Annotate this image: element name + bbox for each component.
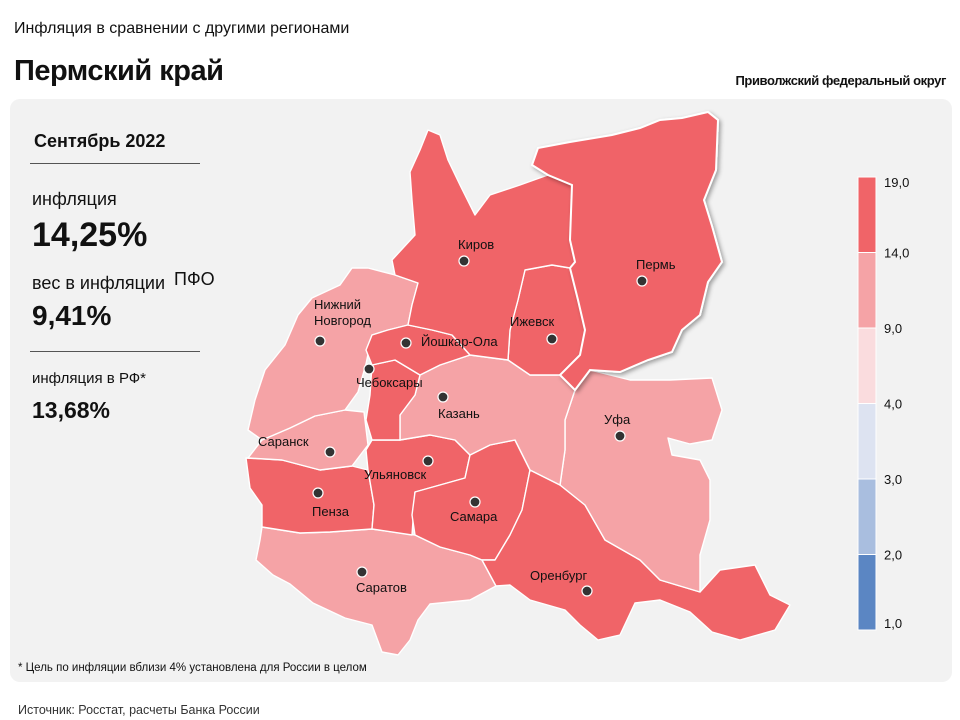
- legend-swatch: [857, 478, 877, 555]
- source-note: Источник: Росстат, расчеты Банка России: [18, 703, 260, 717]
- city-label: Ульяновск: [364, 467, 426, 482]
- city-marker[interactable]: [356, 566, 368, 578]
- district-label: Приволжский федеральный округ: [735, 73, 946, 88]
- city-markers: Киров Пермь Нижний Новгород Ижевск Йошкар-Ола…: [258, 237, 676, 597]
- divider: [30, 351, 200, 352]
- legend-tick-label: 1,0: [884, 616, 902, 631]
- footnote: * Цель по инфляции вблизи 4% установлена…: [18, 662, 367, 674]
- legend-tick-label: 3,0: [884, 472, 902, 487]
- city-label: Нижний Новгород: [314, 297, 371, 328]
- region-penza[interactable]: [245, 457, 375, 534]
- legend-tick-label: 19,0: [884, 175, 909, 190]
- rf-inflation-label: инфляция в РФ*: [32, 370, 147, 387]
- legend-tick-label: 4,0: [884, 397, 902, 412]
- city-marker[interactable]: [614, 430, 626, 442]
- city-marker[interactable]: [422, 455, 434, 467]
- city-label: Саратов: [356, 580, 407, 595]
- city-label: Йошкар-Ола: [421, 334, 498, 349]
- inflation-value: 14,25%: [32, 216, 148, 254]
- city-label: Оренбург: [530, 568, 587, 583]
- legend: 19,0 14,0 9,0 4,0 3,0 2,0 1,0: [857, 175, 909, 631]
- city-label: Ижевск: [510, 314, 555, 329]
- city-label: Самара: [450, 509, 498, 524]
- city-marker[interactable]: [469, 496, 481, 508]
- city-marker[interactable]: [546, 333, 558, 345]
- city-marker[interactable]: [363, 363, 375, 375]
- legend-tick-label: 9,0: [884, 321, 902, 336]
- weight-label-text: вес в инфляции: [32, 273, 166, 293]
- region-mari-el[interactable]: [365, 324, 471, 376]
- divider: [30, 163, 200, 164]
- legend-swatch: [857, 554, 877, 631]
- city-marker[interactable]: [437, 391, 449, 403]
- city-label: Казань: [438, 406, 480, 421]
- legend-tick-label: 14,0: [884, 246, 909, 261]
- city-label: Чебоксары: [356, 375, 423, 390]
- rf-inflation-value: 13,68%: [32, 397, 111, 423]
- city-marker[interactable]: [458, 255, 470, 267]
- weight-value: 9,41%: [32, 300, 112, 331]
- city-label: Уфа: [604, 412, 631, 427]
- city-marker[interactable]: [400, 337, 412, 349]
- legend-swatch: [857, 327, 877, 404]
- city-marker[interactable]: [324, 446, 336, 458]
- period-label: Сентябрь 2022: [34, 131, 166, 151]
- city-marker[interactable]: [581, 585, 593, 597]
- legend-swatch: [857, 176, 877, 253]
- legend-swatch: [857, 252, 877, 329]
- page-title: Пермский край: [14, 55, 224, 87]
- city-label: Саранск: [258, 434, 309, 449]
- region-perm[interactable]: [530, 110, 724, 392]
- weight-label-suffix: ПФО: [174, 269, 215, 289]
- chart-subtitle: Инфляция в сравнении с другими регионами: [14, 20, 350, 37]
- city-label: Пермь: [636, 257, 676, 272]
- legend-tick-label: 2,0: [884, 548, 902, 563]
- city-label: Пенза: [312, 504, 350, 519]
- weight-label: вес в инфляции ПФО: [32, 269, 215, 294]
- city-label: Киров: [458, 237, 494, 252]
- inflation-label: инфляция: [32, 189, 117, 209]
- region-kirov[interactable]: [391, 129, 576, 361]
- city-marker[interactable]: [314, 335, 326, 347]
- city-marker[interactable]: [636, 275, 648, 287]
- legend-swatch: [857, 403, 877, 480]
- city-marker[interactable]: [312, 487, 324, 499]
